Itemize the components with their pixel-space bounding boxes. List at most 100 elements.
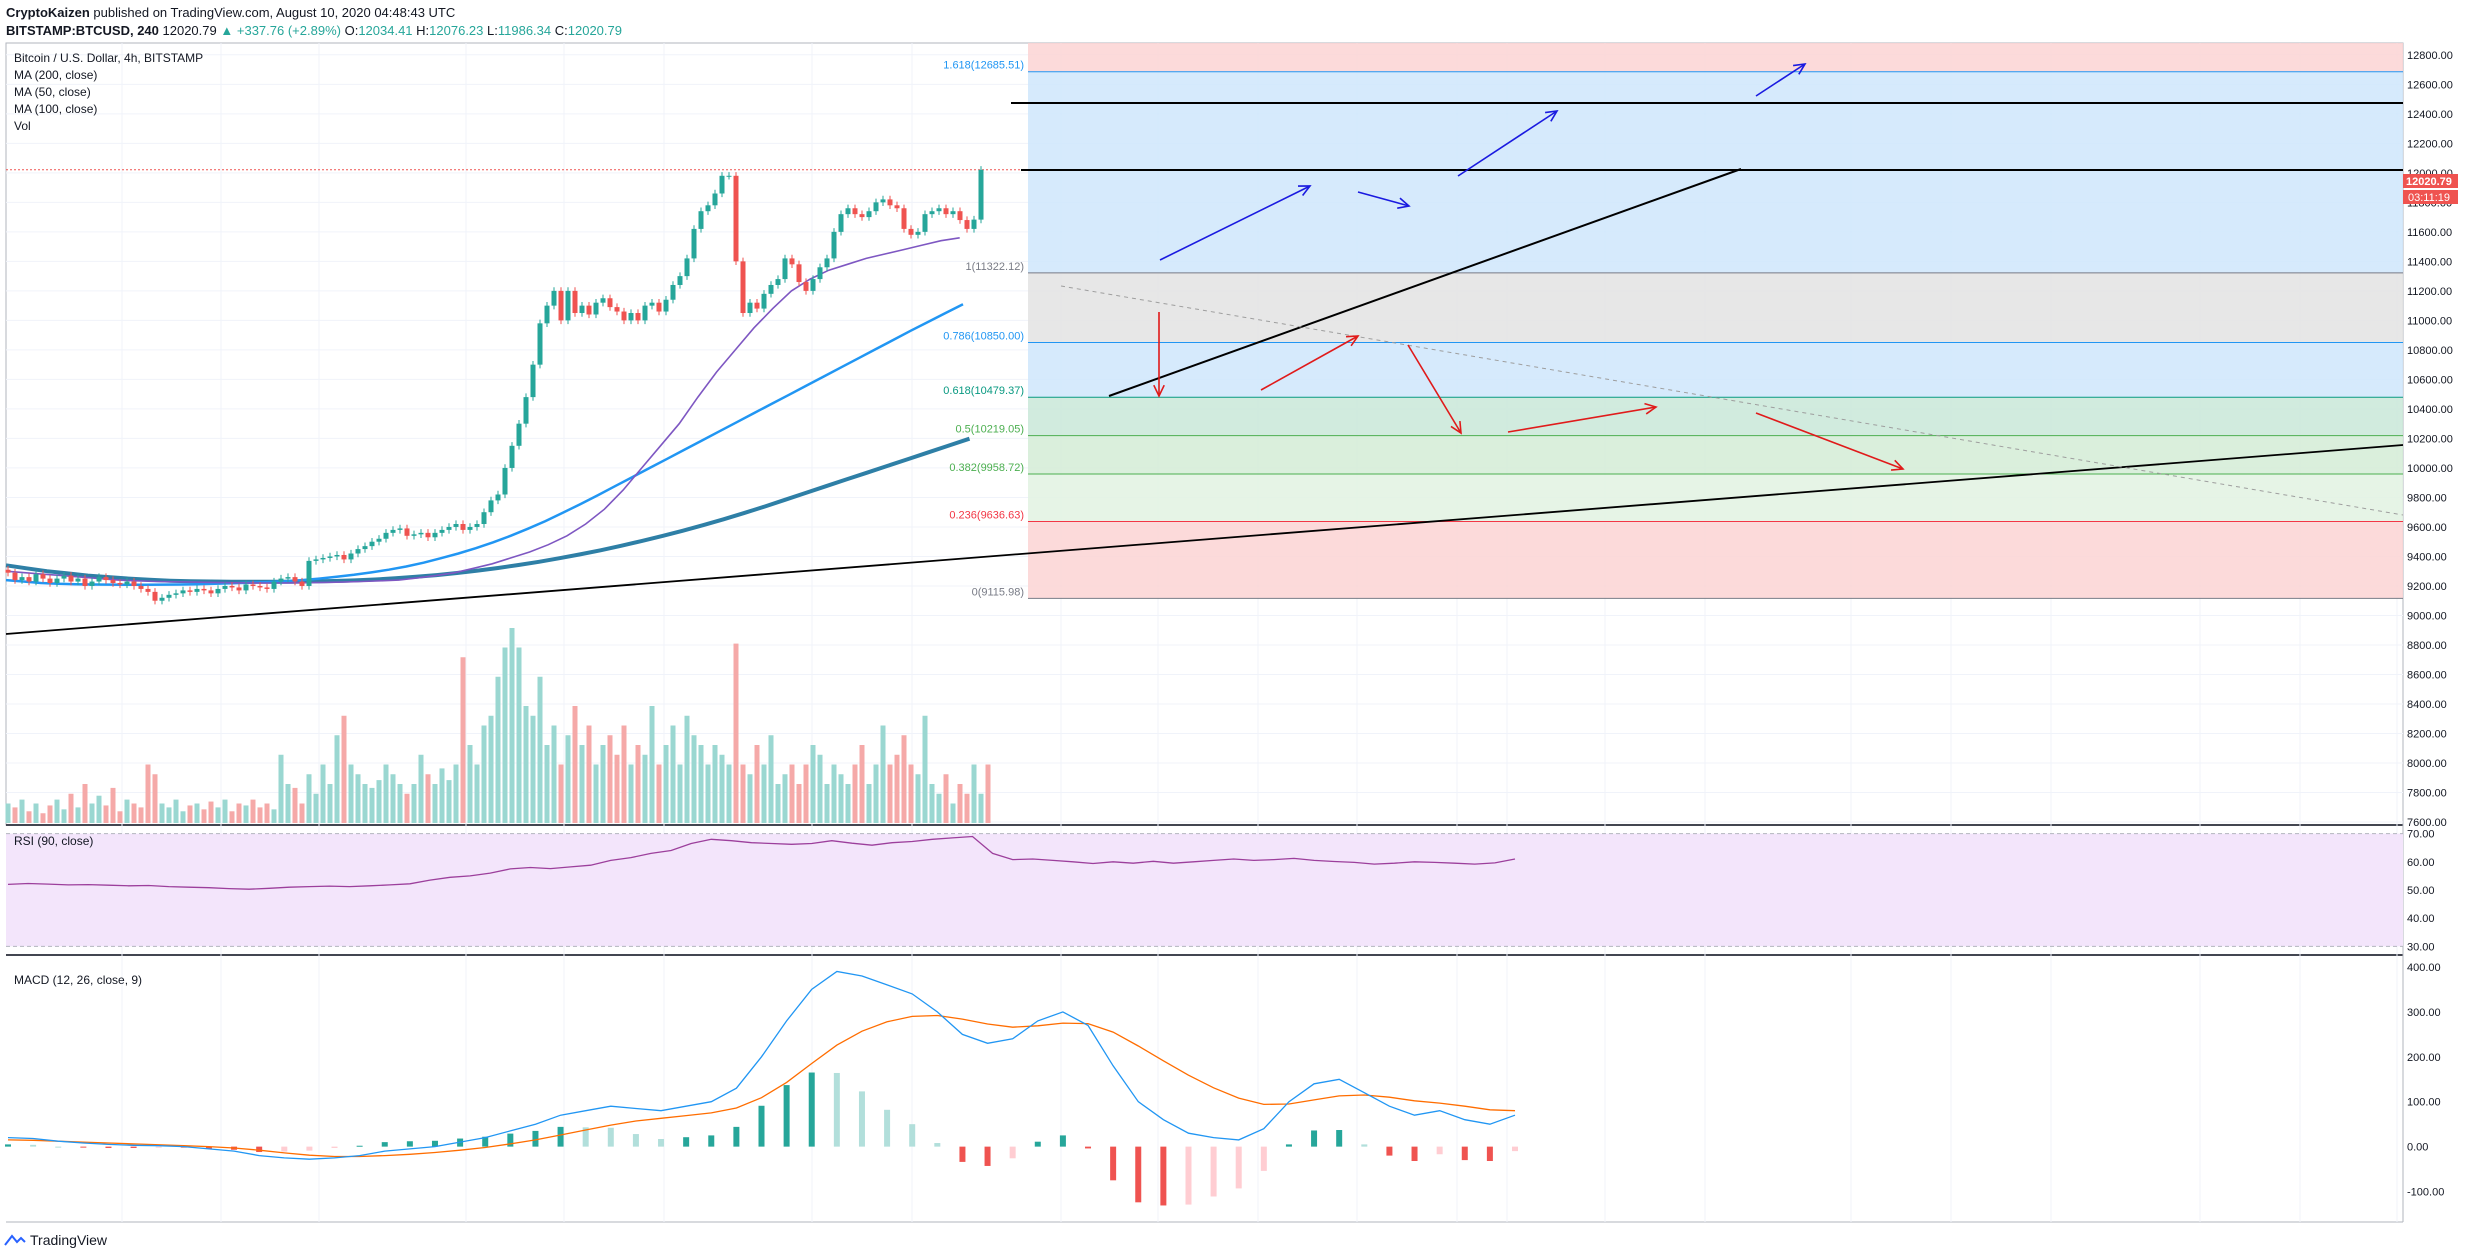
price-change: +337.76 (+2.89%) <box>236 23 341 38</box>
candle-body <box>68 575 74 582</box>
candle-body <box>831 231 837 259</box>
macd-histogram-bar <box>1336 1130 1343 1147</box>
price-tick-label: 12600.00 <box>2407 79 2453 91</box>
volume-bar <box>320 764 326 823</box>
up-triangle-icon: ▲ <box>220 23 234 38</box>
legend-vol[interactable]: Vol <box>14 119 31 133</box>
high-value: 12076.23 <box>429 23 484 38</box>
volume-bar <box>187 805 193 823</box>
volume-bar <box>768 735 774 823</box>
volume-bar <box>621 725 627 823</box>
price-tick-label: 8400.00 <box>2407 699 2447 711</box>
candle-body <box>565 290 571 321</box>
macd-histogram-bar <box>1160 1146 1167 1206</box>
volume-bar <box>341 715 347 823</box>
volume-bar <box>362 784 368 823</box>
candle-body <box>390 529 396 533</box>
candle-body <box>516 423 522 446</box>
volume-bar <box>642 754 648 823</box>
price-tick-label: 9200.00 <box>2407 581 2447 593</box>
volume-bar <box>502 647 508 823</box>
blue-arrow-head <box>1397 197 1411 209</box>
volume-bar <box>747 774 753 823</box>
fib-label: 0.382(9958.72) <box>949 462 1024 474</box>
macd-histogram-bar <box>1235 1146 1242 1189</box>
rsi-tick-label: 30.00 <box>2407 941 2435 953</box>
volume-bar <box>75 807 81 823</box>
candle-body <box>138 585 144 589</box>
candle-body <box>446 526 452 530</box>
candle-body <box>978 169 984 220</box>
candle-body <box>362 546 368 550</box>
legend-ma100[interactable]: MA (100, close) <box>14 102 97 116</box>
volume-bar <box>901 735 907 823</box>
rsi-panel: 70.00 60.00 50.00 40.00 30.00 <box>6 829 2435 953</box>
candle-body <box>600 298 606 303</box>
candle-body <box>698 211 704 229</box>
candle-body <box>635 313 641 321</box>
macd-histogram-bar <box>306 1146 313 1151</box>
candle-body <box>208 590 214 594</box>
candle-body <box>530 364 536 398</box>
volume-bar <box>12 807 18 823</box>
candle-body <box>544 305 550 324</box>
price-axis: 12800.0012600.0012400.0012200.0012000.00… <box>2407 50 2453 829</box>
candle-body <box>824 258 830 268</box>
macd-histogram-bar <box>1185 1146 1192 1205</box>
candle-body <box>320 557 326 560</box>
chart-canvas[interactable]: 1.618(12685.51) 1(11322.12) 0.786(10850.00… <box>0 40 2468 1228</box>
volume-bar <box>684 715 690 823</box>
candle-body <box>852 208 858 215</box>
volume-bar <box>775 784 781 823</box>
volume-bar <box>278 754 284 823</box>
candle-body <box>719 175 725 194</box>
candle-body <box>901 208 907 229</box>
macd-label[interactable]: MACD (12, 26, close, 9) <box>14 973 142 987</box>
price-tick-label: 7600.00 <box>2407 817 2447 829</box>
candle-body <box>12 572 18 581</box>
candle-body <box>950 211 956 215</box>
macd-histogram-bar <box>1260 1146 1267 1171</box>
macd-histogram-bar <box>1135 1146 1142 1203</box>
author-name[interactable]: CryptoKaizen <box>6 5 90 20</box>
candle-body <box>775 279 781 285</box>
open-value: 12034.41 <box>358 23 413 38</box>
volume-bar <box>40 813 46 823</box>
volume-bar <box>138 807 144 823</box>
legend-ma200[interactable]: MA (200, close) <box>14 68 97 82</box>
candle-body <box>306 560 312 586</box>
candle-body <box>271 581 277 589</box>
candle-body <box>117 583 123 585</box>
volume-bar <box>551 725 557 823</box>
tradingview-brand[interactable]: TradingView <box>30 1232 108 1248</box>
candle-body <box>383 532 389 539</box>
candle-body <box>264 587 270 589</box>
candle-body <box>880 199 886 203</box>
macd-histogram-bar <box>658 1138 665 1147</box>
candle-body <box>586 305 592 315</box>
volume-bar <box>586 725 592 823</box>
candle-body <box>355 549 361 554</box>
volume-bar <box>467 745 473 823</box>
countdown-badge-bg <box>2403 190 2458 204</box>
macd-histogram-bar <box>683 1137 690 1147</box>
candle-body <box>943 208 949 215</box>
candle-body <box>187 590 193 592</box>
macd-histogram-bar <box>708 1135 715 1147</box>
legend-ma50[interactable]: MA (50, close) <box>14 85 91 99</box>
volume-bar <box>635 745 641 823</box>
volume-bar <box>824 784 830 823</box>
chart-header: CryptoKaizen published on TradingView.co… <box>6 4 622 40</box>
fib-zone <box>1028 397 2403 436</box>
candle-body <box>299 581 305 586</box>
volume-bar <box>859 745 865 823</box>
volume-bar <box>691 735 697 823</box>
volume-bar <box>936 793 942 823</box>
candle-body <box>278 578 284 582</box>
price-tick-label: 9000.00 <box>2407 610 2447 622</box>
candle-body <box>229 585 235 588</box>
volume-bar <box>705 764 711 823</box>
rsi-label[interactable]: RSI (90, close) <box>14 834 93 848</box>
macd-tick-label: 200.00 <box>2407 1052 2441 1064</box>
volume-bar <box>446 780 452 823</box>
